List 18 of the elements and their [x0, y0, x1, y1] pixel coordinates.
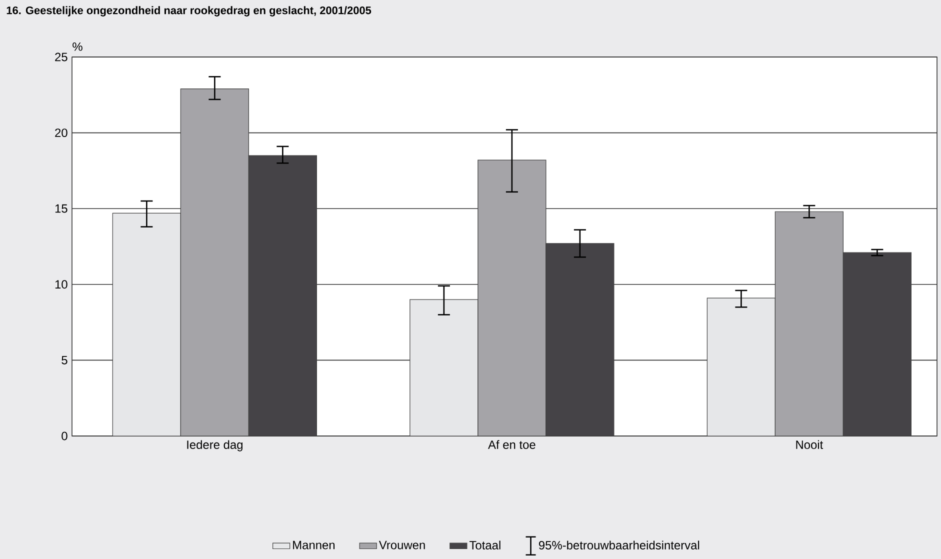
x-tick-label: Nooit: [796, 440, 824, 449]
y-tick-label: 0: [62, 432, 68, 440]
y-tick-label: 10: [55, 280, 68, 289]
chart-title: 16. Geestelijke ongezondheid naar rookgedrag en geslacht, 2001/2005: [6, 6, 372, 16]
bar: [112, 212, 181, 436]
y-tick-label: 25: [55, 52, 68, 62]
y-tick-label: 5: [62, 356, 68, 364]
legend-label: Mannen: [293, 540, 335, 550]
y-tick-label: 20: [55, 128, 68, 138]
x-tick-label: Af en toe: [488, 440, 536, 449]
bar: [706, 298, 776, 436]
legend-label: Vrouwen: [378, 540, 425, 550]
y-tick-label: 15: [55, 204, 68, 213]
x-tick-label: Iedere dag: [187, 440, 242, 452]
bar: [410, 299, 478, 436]
y-axis-title: %: [72, 42, 82, 51]
text: 95%-betrouwbaarheidsinterval: [538, 540, 700, 550]
legend-label: Totaal: [469, 540, 500, 550]
